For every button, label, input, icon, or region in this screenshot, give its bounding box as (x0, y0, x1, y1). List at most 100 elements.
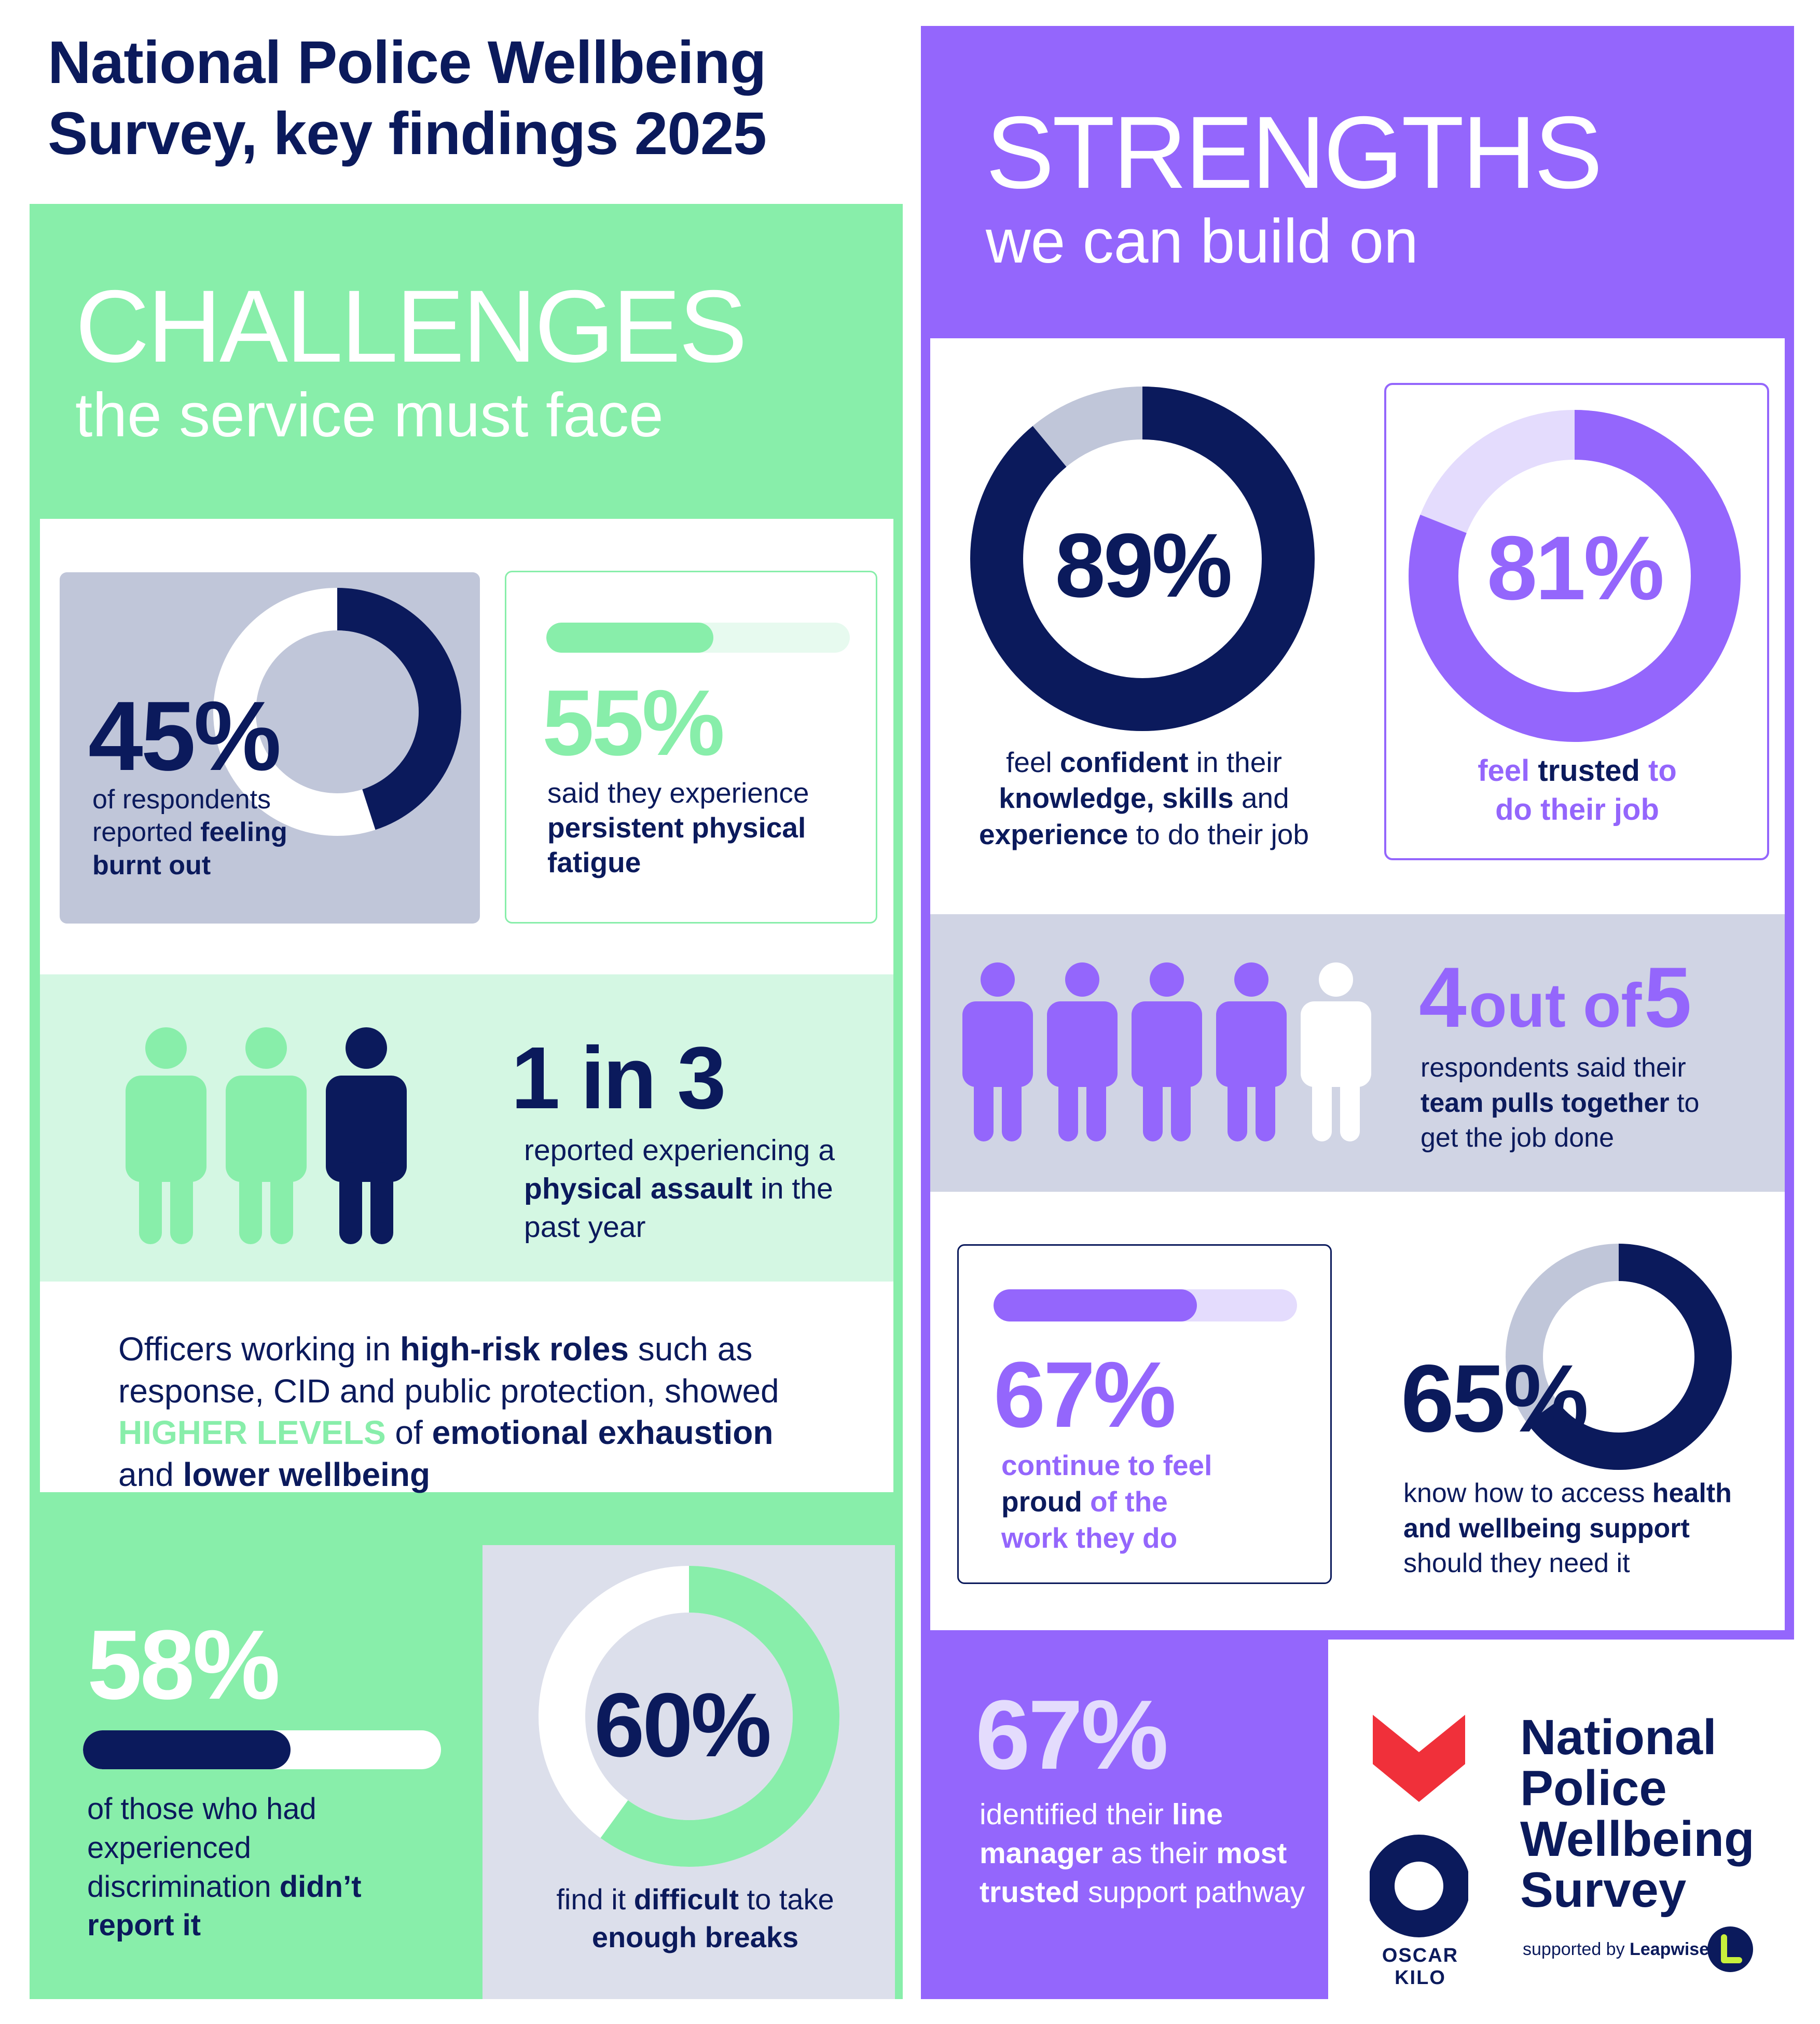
confident-b2: knowledge, skills (999, 782, 1234, 815)
proud-value: 67% (994, 1343, 1176, 1447)
high-risk-t4: and (118, 1455, 174, 1493)
supported-by-label: supported by (1523, 1939, 1625, 1959)
high-risk-t2: such as response, CID and public protect… (118, 1330, 779, 1410)
burnout-arc (213, 588, 461, 836)
burnout-text-pre: of respondents reported (92, 784, 271, 848)
access-arc (1506, 1244, 1732, 1470)
high-risk-t1: Officers working in (118, 1330, 391, 1368)
person-icon (126, 1027, 206, 1244)
breaks-arc (539, 1566, 839, 1867)
team-value-mid: out of (1469, 971, 1642, 1040)
person-icon (962, 962, 1033, 1141)
trusted-b1: trusted (1538, 754, 1640, 788)
proud-bar-fill (994, 1289, 1197, 1321)
logo-name-line-4: Survey (1520, 1862, 1687, 1918)
proud-text: continue to feel proud of the work they … (1001, 1448, 1240, 1557)
breaks-donut (539, 1566, 839, 1867)
supported-by: supported by Leapwise (1523, 1939, 1709, 1960)
manager-value: 67% (975, 1680, 1168, 1790)
page-title: National Police Wellbeing Survey, key fi… (48, 27, 767, 169)
team-text: respondents said their team pulls togeth… (1421, 1051, 1742, 1156)
confident-t1: feel (1006, 746, 1052, 778)
proud-b1: proud (1001, 1485, 1082, 1518)
burnout-text: of respondents reported feeling burnt ou… (92, 783, 341, 882)
assault-text: reported experiencing a physical assault… (524, 1131, 856, 1246)
fatigue-value: 55% (542, 671, 725, 775)
trusted-t2: to (1648, 754, 1677, 788)
discrimination-bar (83, 1730, 441, 1769)
confident-text: feel confident in their knowledge, skill… (965, 745, 1323, 852)
title-line-2: Survey, key findings 2025 (48, 99, 767, 167)
fatigue-text-bold: persistent physical fatigue (547, 811, 806, 879)
discrimination-text-pre: of those who had experienced discriminat… (87, 1792, 316, 1904)
trusted-t3: do their job (1495, 793, 1659, 827)
confident-b1: confident (1060, 746, 1189, 778)
assault-text-post: in the past year (524, 1172, 833, 1244)
logo-name-line-1: National (1520, 1710, 1717, 1765)
high-risk-g1: HIGHER LEVELS (118, 1414, 386, 1452)
strengths-heading: STRENGTHS (986, 95, 1603, 210)
fatigue-bar-fill (546, 623, 713, 653)
burnout-donut (213, 588, 461, 836)
team-value: 4 out of 5 (1419, 955, 1692, 1040)
assault-value: 1 in 3 (511, 1029, 726, 1127)
fatigue-text: said they experience persistent physical… (547, 776, 838, 880)
high-risk-text: Officers working in high-risk roles such… (118, 1328, 808, 1496)
breaks-text-bold1: difficult (633, 1883, 739, 1916)
burnout-text-bold: feeling burnt out (92, 817, 287, 880)
manager-b2: most trusted (980, 1837, 1287, 1909)
person-icon (1132, 962, 1202, 1141)
trusted-arc (1409, 410, 1741, 742)
team-value-b: 5 (1644, 949, 1692, 1045)
manager-text: identified their line manager as their m… (980, 1795, 1312, 1912)
leapwise-logo-icon (1707, 1926, 1753, 1972)
access-text-bold: health and wellbeing support (1403, 1478, 1732, 1544)
proud-t1: continue to feel (1001, 1449, 1212, 1481)
fatigue-text-pre: said they experience (547, 777, 809, 809)
survey-logo-name: National Police Wellbeing Survey (1520, 1712, 1755, 1916)
oscar-kilo-label: OSCAR KILO (1382, 1945, 1459, 1989)
proud-bar (994, 1289, 1297, 1321)
high-risk-t3: of (395, 1414, 423, 1452)
confident-t4: to do their job (1136, 818, 1309, 850)
access-donut (1506, 1244, 1732, 1470)
assault-text-pre: reported experiencing a (524, 1134, 835, 1167)
fatigue-bar (546, 623, 850, 653)
high-risk-b3: lower wellbeing (183, 1455, 431, 1493)
team-person-icons (962, 962, 1371, 1141)
discrimination-text-bold: didn’t report it (87, 1869, 362, 1943)
burnout-value: 45% (88, 681, 281, 791)
strengths-subheading: we can build on (986, 206, 1418, 276)
trusted-donut (1409, 410, 1741, 742)
person-icon (226, 1027, 307, 1244)
high-risk-b1: high-risk roles (400, 1330, 629, 1368)
logo-name-line-3: Wellbeing (1520, 1811, 1755, 1867)
breaks-text-mid: to take (747, 1883, 834, 1916)
person-icon (326, 1027, 407, 1244)
confident-arc (970, 387, 1315, 731)
manager-b1: line manager (980, 1798, 1223, 1870)
confident-value: 89% (1055, 515, 1232, 616)
challenges-subheading: the service must face (75, 380, 664, 450)
discrimination-value: 58% (87, 1610, 280, 1720)
oscar-kilo-logo-icon (1370, 1715, 1468, 1937)
manager-t2: as their (1111, 1837, 1208, 1870)
breaks-value: 60% (594, 1675, 771, 1776)
discrimination-bar-fill (83, 1730, 291, 1769)
proud-t2: of the (1090, 1485, 1168, 1518)
person-icon (1047, 962, 1118, 1141)
person-icon (1301, 962, 1371, 1141)
manager-t3: support pathway (1088, 1876, 1305, 1909)
breaks-text-pre: find it (556, 1883, 626, 1916)
confident-t2: in their (1196, 746, 1282, 778)
trusted-value: 81% (1486, 518, 1664, 619)
discrimination-text: of those who had experienced discriminat… (87, 1790, 398, 1945)
team-value-a: 4 (1419, 949, 1467, 1045)
team-text-post: to get the job done (1421, 1087, 1700, 1153)
trusted-t1: feel (1478, 754, 1530, 788)
assault-text-bold: physical assault (524, 1172, 753, 1206)
challenges-heading: CHALLENGES (75, 269, 747, 383)
manager-card (921, 1640, 1328, 1999)
logo-name-line-2: Police (1520, 1760, 1667, 1816)
confident-b3: experience (979, 818, 1128, 850)
